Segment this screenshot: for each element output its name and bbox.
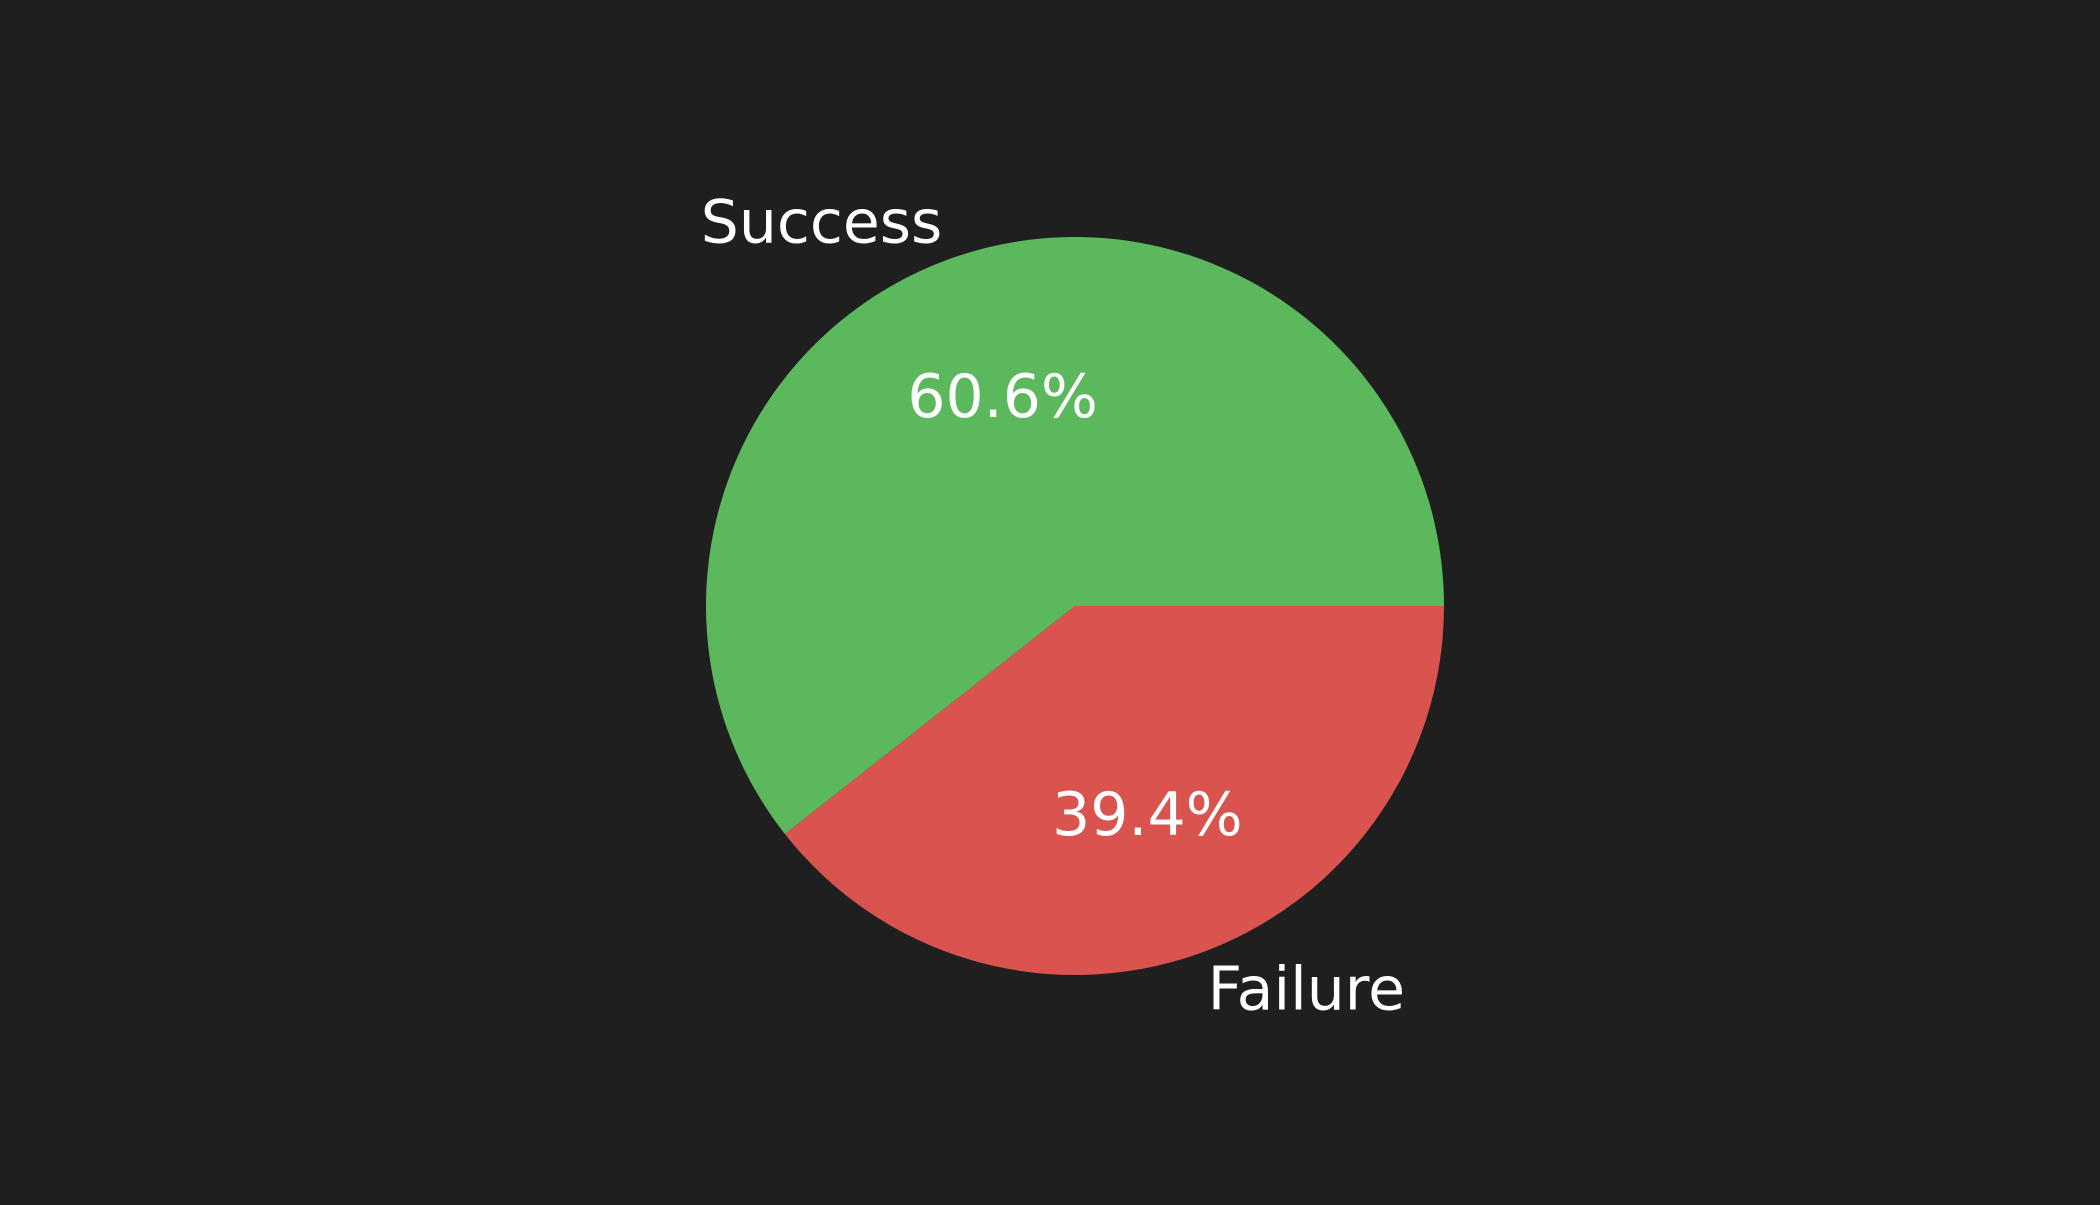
pie-slice-success	[706, 237, 1444, 834]
pie-slice-failure	[784, 606, 1444, 976]
pie-labels: 60.6% Success 39.4% Failure	[701, 187, 1405, 1024]
pie-category-label-success: Success	[701, 187, 943, 257]
pie-value-label-success: 60.6%	[907, 362, 1098, 432]
pie-value-label-failure: 39.4%	[1052, 780, 1243, 850]
pie-category-label-failure: Failure	[1208, 955, 1405, 1025]
pie-slices	[706, 237, 1444, 976]
